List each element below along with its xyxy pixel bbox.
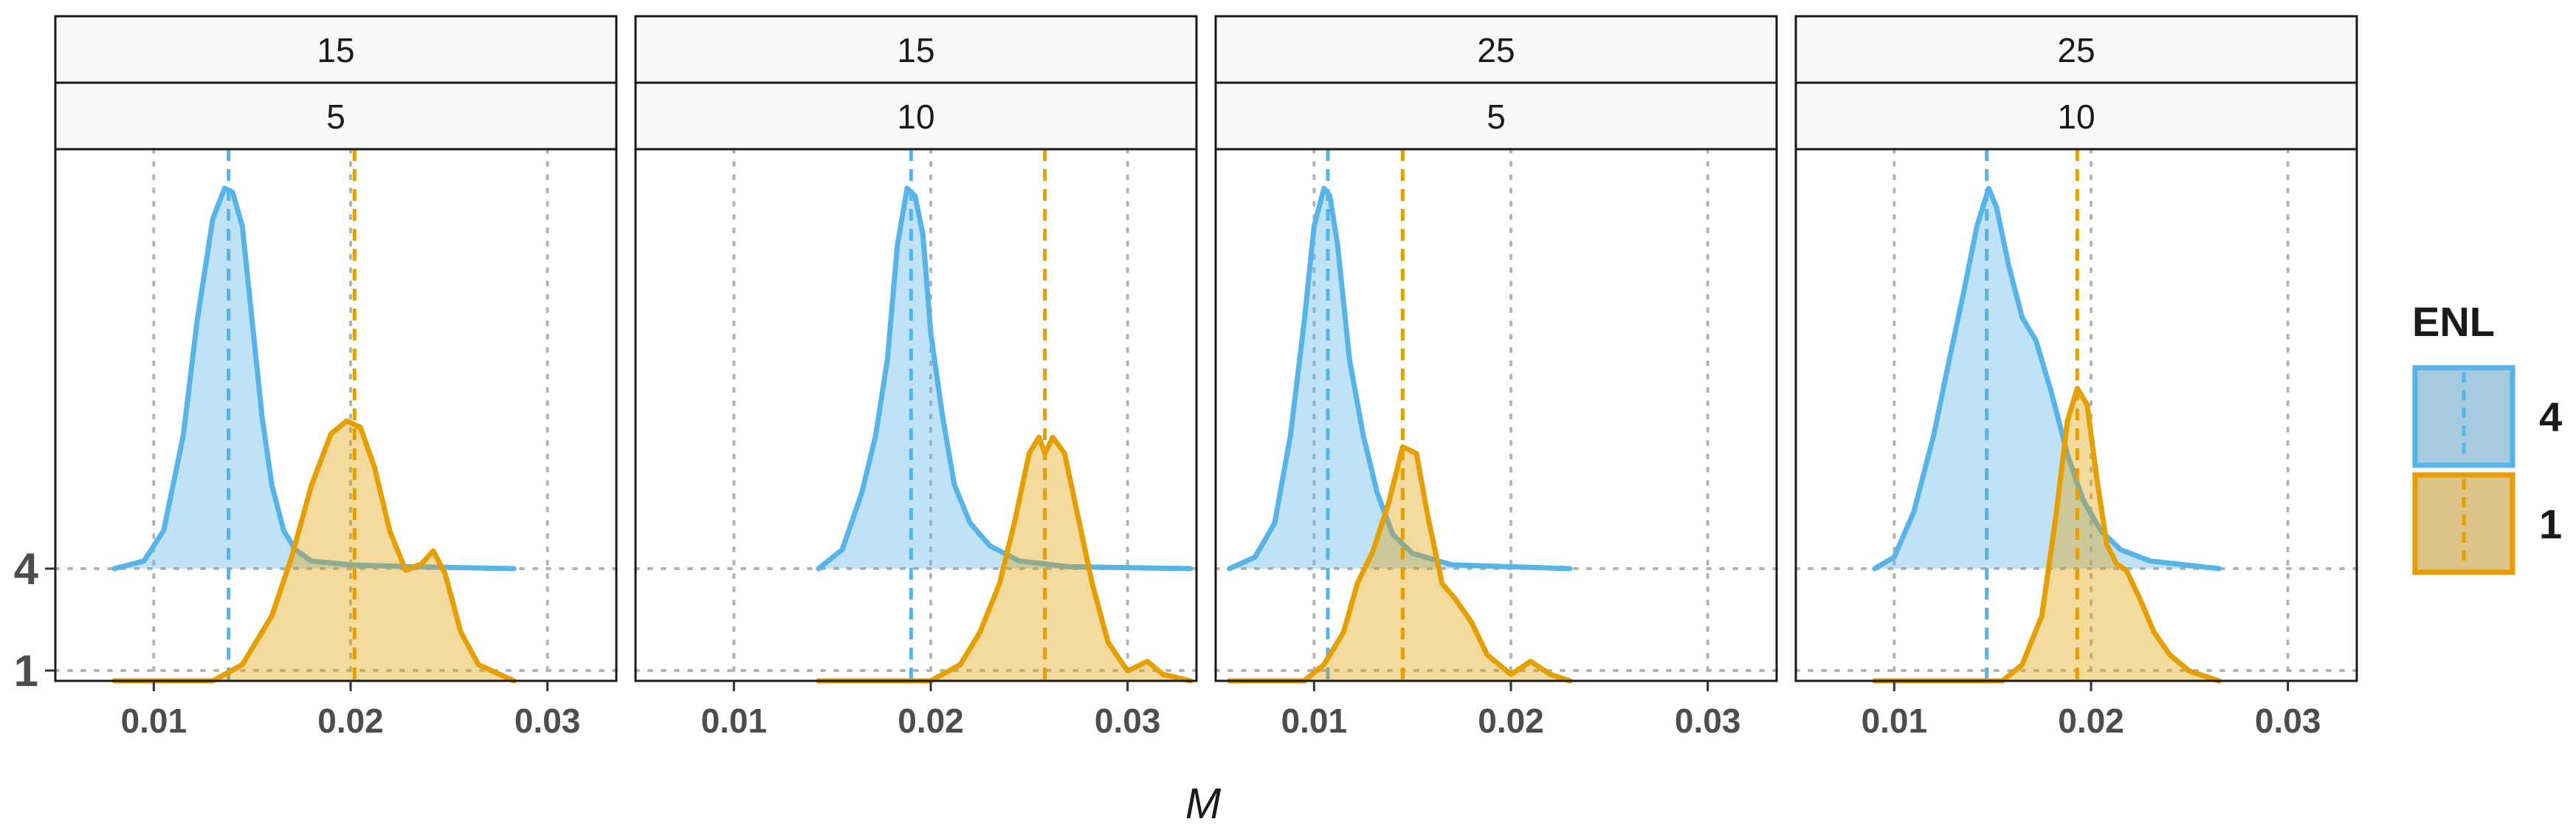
legend-label: 1 — [2539, 501, 2562, 547]
density-line-enl-1 — [111, 418, 517, 684]
legend-title: ENL — [2412, 298, 2495, 345]
strip-bottom-label: 5 — [1487, 97, 1506, 136]
legend-label: 4 — [2539, 394, 2562, 440]
panel-border — [54, 148, 618, 682]
density-area-enl-1 — [819, 437, 1191, 681]
facet-panels: 15 5 0.01 0.02 0.03 15 10 0.01 0.02 0.03 25 5 0.01 0.… — [54, 15, 2358, 740]
strip-bottom-box — [1214, 81, 1778, 151]
x-tick-label: 0.01 — [701, 702, 768, 740]
y-axis: 41 — [14, 544, 55, 696]
strip-top-label: 15 — [897, 31, 934, 69]
strip-bottom-box — [634, 81, 1198, 151]
x-tick-label: 0.01 — [1862, 702, 1928, 740]
strip-bottom-label: 10 — [897, 97, 934, 136]
density-area-enl-1 — [1229, 447, 1570, 681]
x-tick-label: 0.02 — [1478, 702, 1544, 740]
x-tick-label: 0.03 — [1675, 702, 1741, 740]
x-tick-label: 0.01 — [1281, 702, 1348, 740]
strip-top-label: 15 — [317, 31, 354, 69]
strip-bottom-label: 10 — [2057, 97, 2095, 136]
density-line-enl-1 — [1227, 444, 1573, 684]
density-line-enl-4 — [111, 185, 517, 572]
panel-border — [1214, 148, 1778, 682]
x-tick-label: 0.01 — [121, 702, 187, 740]
strip-top-box — [1794, 15, 2358, 84]
x-tick-label: 0.02 — [898, 702, 964, 740]
strip-top-box — [54, 15, 618, 84]
x-tick-label: 0.03 — [2255, 702, 2321, 740]
x-axis-title: M — [1185, 780, 1222, 828]
x-tick-label: 0.02 — [2058, 702, 2124, 740]
density-area-enl-4 — [1229, 188, 1570, 569]
strip-bottom-label: 5 — [326, 97, 345, 136]
density-line-enl-4 — [816, 185, 1194, 572]
density-area-enl-4 — [114, 188, 514, 569]
strip-top-box — [1214, 15, 1778, 84]
legend: ENL 4 1 — [2412, 298, 2562, 575]
strip-top-box — [634, 15, 1198, 84]
density-line-enl-4 — [1227, 185, 1573, 572]
density-line-enl-1 — [816, 434, 1194, 684]
x-tick-label: 0.03 — [514, 702, 581, 740]
panel-background — [55, 149, 616, 681]
facet-panel: 25 5 0.01 0.02 0.03 — [1214, 15, 1778, 740]
strip-bottom-box — [54, 81, 618, 151]
panel-border — [1794, 148, 2358, 682]
density-line-enl-1 — [1872, 385, 2222, 684]
panel-background — [1216, 149, 1777, 681]
density-area-enl-1 — [114, 421, 514, 681]
y-tick-label: 4 — [14, 544, 39, 594]
strip-bottom-box — [1794, 81, 2358, 151]
strip-top-label: 25 — [2057, 31, 2095, 69]
panel-border — [634, 148, 1198, 682]
x-tick-label: 0.03 — [1095, 702, 1161, 740]
panel-background — [636, 149, 1196, 681]
facet-panel: 15 10 0.01 0.02 0.03 — [634, 15, 1198, 740]
facet-panel: 15 5 0.01 0.02 0.03 — [54, 15, 618, 740]
facet-panel: 25 10 0.01 0.02 0.03 — [1794, 15, 2358, 740]
strip-top-label: 25 — [1477, 31, 1515, 69]
y-tick-label: 1 — [14, 646, 38, 696]
density-area-enl-1 — [1874, 388, 2219, 681]
density-line-enl-4 — [1872, 185, 2222, 572]
x-tick-label: 0.02 — [317, 702, 384, 740]
